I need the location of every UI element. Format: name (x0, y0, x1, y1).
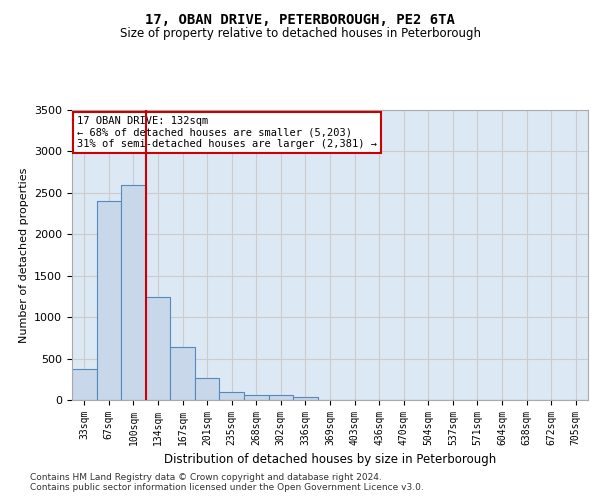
Bar (170, 347, 195, 400)
Bar (121, 184, 146, 400)
Bar (269, 395, 293, 400)
Y-axis label: Number of detached properties: Number of detached properties (19, 168, 29, 342)
Text: 17, OBAN DRIVE, PETERBOROUGH, PE2 6TA: 17, OBAN DRIVE, PETERBOROUGH, PE2 6TA (145, 12, 455, 26)
Text: 17 OBAN DRIVE: 132sqm
← 68% of detached houses are smaller (5,203)
31% of semi-d: 17 OBAN DRIVE: 132sqm ← 68% of detached … (77, 116, 377, 149)
Text: Size of property relative to detached houses in Peterborough: Size of property relative to detached ho… (119, 28, 481, 40)
Bar (72, 368, 97, 400)
Bar (244, 395, 269, 400)
Bar (195, 378, 220, 400)
Text: Distribution of detached houses by size in Peterborough: Distribution of detached houses by size … (164, 452, 496, 466)
Bar (146, 298, 170, 400)
Text: Contains HM Land Registry data © Crown copyright and database right 2024.: Contains HM Land Registry data © Crown c… (30, 474, 382, 482)
Bar (97, 201, 121, 400)
Bar (293, 396, 318, 400)
Bar (220, 392, 244, 400)
Text: Contains public sector information licensed under the Open Government Licence v3: Contains public sector information licen… (30, 484, 424, 492)
